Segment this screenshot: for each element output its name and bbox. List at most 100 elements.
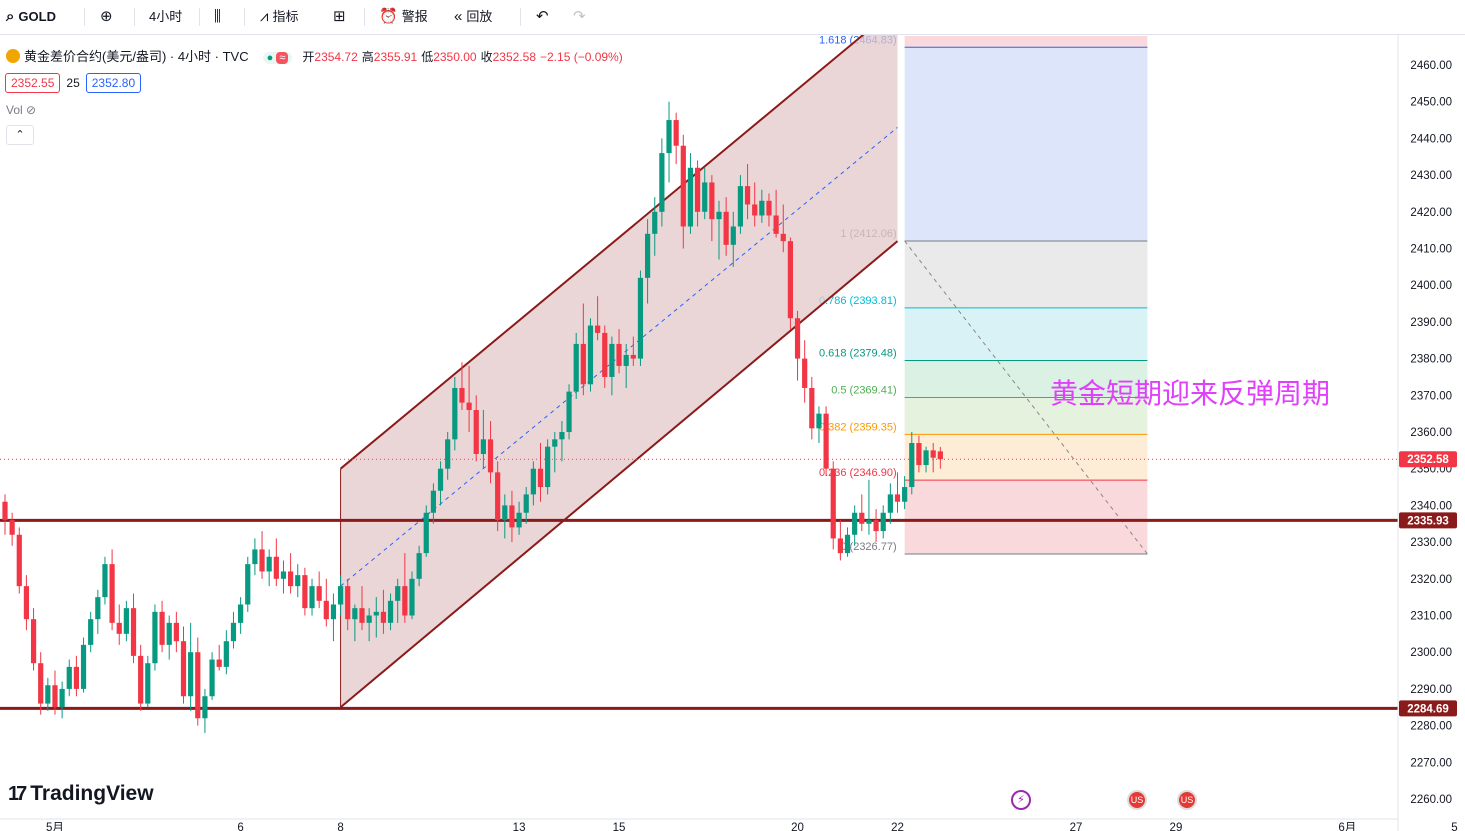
candle-body xyxy=(152,611,158,664)
eye-hidden-icon[interactable]: ⊘ xyxy=(26,103,37,117)
candle-body xyxy=(716,211,722,220)
time-tick-label: 29 xyxy=(1170,822,1183,831)
legend-change: −2.15 (−0.09%) xyxy=(540,50,623,64)
candle-body xyxy=(295,575,301,587)
candle-body xyxy=(30,619,37,664)
redo-button[interactable]: ↷ xyxy=(573,0,590,34)
candle-body xyxy=(202,696,208,719)
fib-zone xyxy=(904,36,1148,48)
undo-icon: ↶ xyxy=(536,8,549,25)
candle-body xyxy=(766,200,772,216)
candle-body xyxy=(409,578,415,616)
candle-body xyxy=(238,604,244,623)
replay-button[interactable]: «回放 xyxy=(454,0,492,34)
candle-body xyxy=(387,600,394,623)
time-tick-label: 22 xyxy=(891,822,904,831)
layouts-button[interactable]: ⊞ xyxy=(333,0,350,34)
candle-body xyxy=(309,586,315,609)
legend-close: 2352.58 xyxy=(492,50,536,64)
candle-body xyxy=(487,439,494,473)
candle-body xyxy=(45,685,51,704)
price-label-text: 2352.58 xyxy=(1407,454,1449,466)
compare-button[interactable]: ⊕ xyxy=(100,0,117,34)
candle-body xyxy=(230,622,237,642)
delayed-data-icon: ≈ xyxy=(276,52,289,64)
market-open-icon: ● xyxy=(266,52,274,64)
candle-body xyxy=(687,167,694,227)
price-tick-label: 2450.00 xyxy=(1410,97,1452,109)
price-tick-label: 2310.00 xyxy=(1410,611,1452,623)
candle-body xyxy=(323,600,329,620)
price-tick-label: 2440.00 xyxy=(1410,133,1452,145)
candle-body xyxy=(573,343,579,392)
candle-body xyxy=(737,186,744,227)
candle-body xyxy=(530,468,536,495)
candle-body xyxy=(780,233,786,242)
chart-annotation-text[interactable]: 黄金短期迎来反弹周期 xyxy=(1050,378,1331,409)
price-tick-label: 2280.00 xyxy=(1410,721,1452,733)
candles-icon: ⫼ xyxy=(214,8,221,25)
candle-body xyxy=(109,564,115,623)
legend-title[interactable]: 黄金差价合约(美元/盎司) · 4小时 · TVC xyxy=(24,49,249,64)
chart-type-button[interactable]: ⫼ xyxy=(214,0,225,34)
candle-body xyxy=(759,200,765,216)
time-tick-label: 5 xyxy=(1451,822,1457,831)
collapse-legend-button[interactable]: ⌃ xyxy=(6,125,34,145)
event-flash-icon[interactable]: ⚡ xyxy=(1011,790,1031,810)
price-tick-label: 2320.00 xyxy=(1410,574,1452,586)
candle-body xyxy=(16,534,22,587)
sell-price-button[interactable]: 2352.55 xyxy=(5,73,61,93)
candle-body xyxy=(159,611,165,645)
candle-body xyxy=(637,277,644,359)
candle-body xyxy=(80,644,87,689)
candle-body xyxy=(645,233,651,278)
alarm-clock-icon: ⏰ xyxy=(379,8,398,25)
candle-body xyxy=(245,564,251,605)
candle-body xyxy=(773,215,779,234)
candle-body xyxy=(930,450,936,458)
indicators-button[interactable]: ⩘ 指标 xyxy=(260,0,298,34)
channel-lower-line xyxy=(339,240,899,709)
candle-body xyxy=(937,451,943,460)
candle-body xyxy=(859,512,865,524)
candle-body xyxy=(437,468,444,491)
candle-body xyxy=(887,494,893,513)
price-tick-label: 2340.00 xyxy=(1410,500,1452,512)
price-tick-label: 2410.00 xyxy=(1410,244,1452,256)
candle-body xyxy=(602,332,608,377)
candle-body xyxy=(723,211,729,245)
market-status[interactable]: ● ≈ xyxy=(262,52,293,64)
candle-body xyxy=(473,409,479,455)
alert-button[interactable]: ⏰ 警报 xyxy=(379,0,428,34)
time-axis: 5月 6 8 13 15 20 22 27 29 6月 5 xyxy=(0,818,1458,831)
tradingview-logo[interactable]: 17 TradingView xyxy=(8,782,154,805)
candle-body xyxy=(552,439,558,447)
fib-zone xyxy=(904,47,1148,241)
fib-zone xyxy=(904,360,1148,398)
buy-price-button[interactable]: 2352.80 xyxy=(85,73,142,93)
candle-body xyxy=(545,446,551,488)
candle-body xyxy=(102,564,108,598)
time-tick-label: 5月 xyxy=(46,822,64,831)
rewind-icon: « xyxy=(454,8,463,25)
candle-body xyxy=(259,549,265,572)
candle-body xyxy=(652,211,658,234)
undo-button[interactable]: ↶ xyxy=(536,0,553,34)
interval-button[interactable]: 4小时 xyxy=(149,9,183,24)
candle-body xyxy=(466,402,472,410)
candle-body xyxy=(188,652,194,697)
candle-body xyxy=(837,538,843,554)
candle-body xyxy=(894,494,901,502)
us-flag-icon[interactable]: US xyxy=(1127,790,1147,810)
symbol-search[interactable]: ⌕ GOLD xyxy=(6,0,56,34)
candle-body xyxy=(609,343,615,377)
candle-body xyxy=(88,619,94,645)
gold-symbol-icon xyxy=(6,49,20,63)
candle-body xyxy=(509,505,515,528)
volume-legend[interactable]: Vol ⊘ xyxy=(6,103,37,117)
price-label-bg xyxy=(1399,700,1457,717)
candle-body xyxy=(366,615,372,623)
us-flag-icon[interactable]: US xyxy=(1177,790,1197,810)
fib-zone xyxy=(904,240,1148,308)
